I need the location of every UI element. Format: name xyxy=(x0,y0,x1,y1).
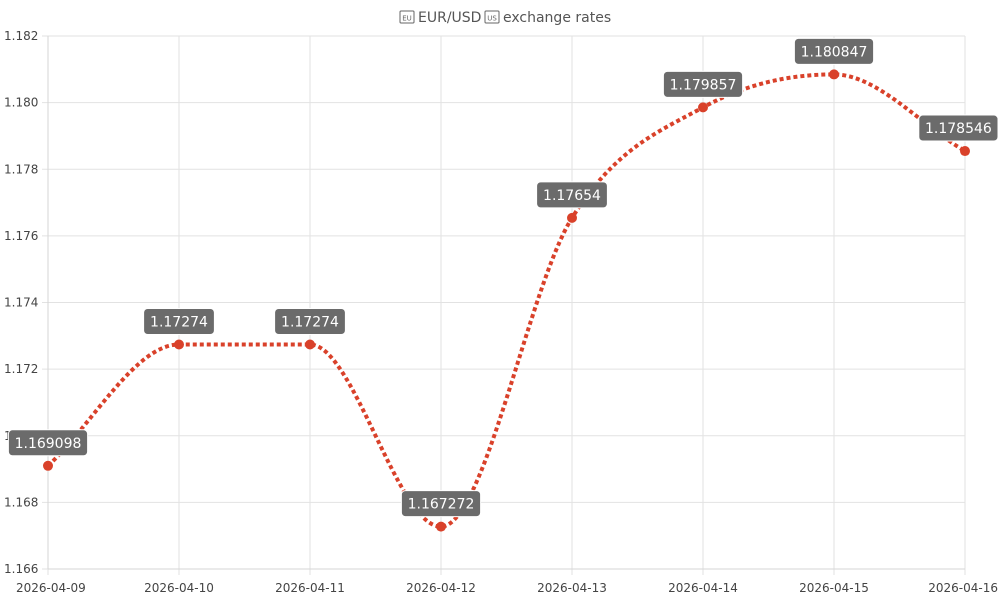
x-tick-label: 2026-04-16 xyxy=(928,581,998,595)
x-tick-label: 2026-04-14 xyxy=(668,581,738,595)
y-tick-label: 1.166 xyxy=(4,562,38,576)
data-points xyxy=(43,69,970,532)
y-tick-label: 1.180 xyxy=(4,96,38,110)
data-label-text: 1.179857 xyxy=(670,77,737,93)
data-label: 1.17274 xyxy=(143,307,215,335)
data-label: 1.180847 xyxy=(793,37,875,65)
us-flag-icon: US xyxy=(484,10,500,24)
chart-title: EU EUR/USD US exchange rates xyxy=(399,10,611,26)
y-tick-label: 1.178 xyxy=(4,162,38,176)
data-label: 1.167272 xyxy=(400,490,482,518)
chart-title-currency-pair: EUR/USD xyxy=(418,10,481,26)
data-label: 1.17654 xyxy=(536,181,608,209)
data-label-text: 1.169098 xyxy=(15,436,82,452)
y-tick-label: 1.168 xyxy=(4,495,38,509)
y-tick-label: 1.174 xyxy=(4,296,38,310)
data-point[interactable] xyxy=(829,69,839,80)
data-label-text: 1.17654 xyxy=(543,188,601,204)
series-line-layer xyxy=(46,72,967,529)
data-label-box xyxy=(143,307,215,335)
x-tick-label: 2026-04-09 xyxy=(16,581,86,595)
data-label-box xyxy=(400,490,482,518)
data-label-text: 1.17274 xyxy=(281,314,339,330)
data-label: 1.179857 xyxy=(662,70,744,98)
data-point[interactable] xyxy=(43,460,53,471)
data-point[interactable] xyxy=(698,102,708,113)
y-tick-label: 1.176 xyxy=(4,229,38,243)
series-line xyxy=(46,72,967,529)
data-label-box xyxy=(7,429,89,457)
svg-text:EU: EU xyxy=(402,15,412,23)
data-label-box xyxy=(274,307,346,335)
data-label-box xyxy=(662,70,744,98)
data-label: 1.17274 xyxy=(274,307,346,335)
axes: 1.1661.1681.1701.1721.1741.1761.1781.180… xyxy=(4,29,998,595)
data-point[interactable] xyxy=(960,146,970,157)
x-tick-label: 2026-04-10 xyxy=(144,581,214,595)
x-tick-label: 2026-04-13 xyxy=(537,581,607,595)
data-label-text: 1.17274 xyxy=(150,314,208,330)
data-label-box xyxy=(536,181,608,209)
chart-title-suffix: exchange rates xyxy=(503,10,611,26)
data-labels: 1.169098 1.17274 1.17274 1.167272 1.17654 1.1… xyxy=(7,37,999,518)
grid xyxy=(47,35,966,570)
x-tick-label: 2026-04-12 xyxy=(406,581,476,595)
data-label-text: 1.167272 xyxy=(408,497,475,513)
data-point[interactable] xyxy=(305,339,315,350)
data-label: 1.169098 xyxy=(7,429,89,457)
data-label-text: 1.180847 xyxy=(801,44,868,60)
y-tick-label: 1.182 xyxy=(4,29,38,43)
data-label-text: 1.178546 xyxy=(925,121,992,137)
x-tick-label: 2026-04-15 xyxy=(799,581,869,595)
svg-text:US: US xyxy=(487,15,497,23)
x-tick-label: 2026-04-11 xyxy=(275,581,345,595)
data-point[interactable] xyxy=(567,212,577,223)
data-label: 1.178546 xyxy=(918,114,999,142)
data-label-box xyxy=(793,37,875,65)
data-point[interactable] xyxy=(174,339,184,350)
y-tick-label: 1.172 xyxy=(4,362,38,376)
data-point[interactable] xyxy=(436,521,446,532)
eu-flag-icon: EU xyxy=(399,10,415,24)
data-label-box xyxy=(918,114,999,142)
